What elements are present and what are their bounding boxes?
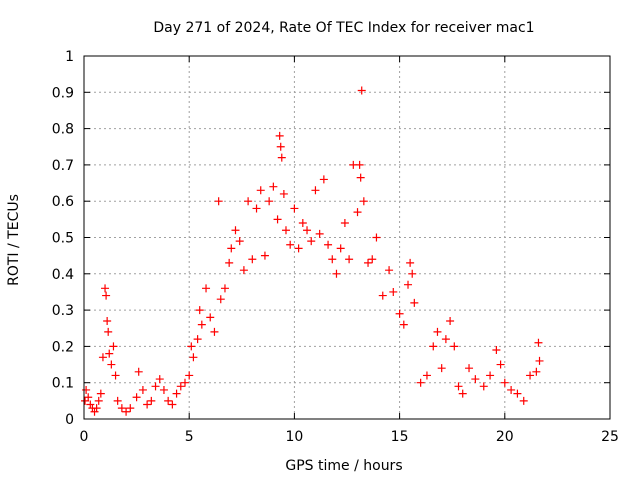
y-tick-label: 1 — [65, 49, 74, 65]
y-tick-label: 0.1 — [52, 376, 74, 392]
y-tick-label: 0.8 — [52, 122, 74, 138]
y-tick-label: 0.4 — [52, 267, 74, 283]
x-tick-label: 20 — [496, 429, 514, 445]
y-tick-label: 0.9 — [52, 85, 74, 101]
y-tick-label: 0.3 — [52, 303, 74, 319]
x-tick-label: 0 — [80, 429, 89, 445]
x-axis-label: GPS time / hours — [285, 458, 402, 474]
y-tick-label: 0.6 — [52, 194, 74, 210]
y-axis-label: ROTI / TECUs — [6, 194, 22, 286]
x-tick-label: 15 — [391, 429, 409, 445]
y-tick-label: 0 — [65, 412, 74, 428]
x-tick-label: 25 — [601, 429, 619, 445]
y-tick-label: 0.5 — [52, 231, 74, 247]
y-tick-label: 0.2 — [52, 339, 74, 355]
x-tick-label: 5 — [185, 429, 194, 445]
chart-title: Day 271 of 2024, Rate Of TEC Index for r… — [153, 20, 534, 36]
y-tick-label: 0.7 — [52, 158, 74, 174]
chart: Day 271 of 2024, Rate Of TEC Index for r… — [0, 0, 640, 480]
x-tick-label: 10 — [285, 429, 303, 445]
